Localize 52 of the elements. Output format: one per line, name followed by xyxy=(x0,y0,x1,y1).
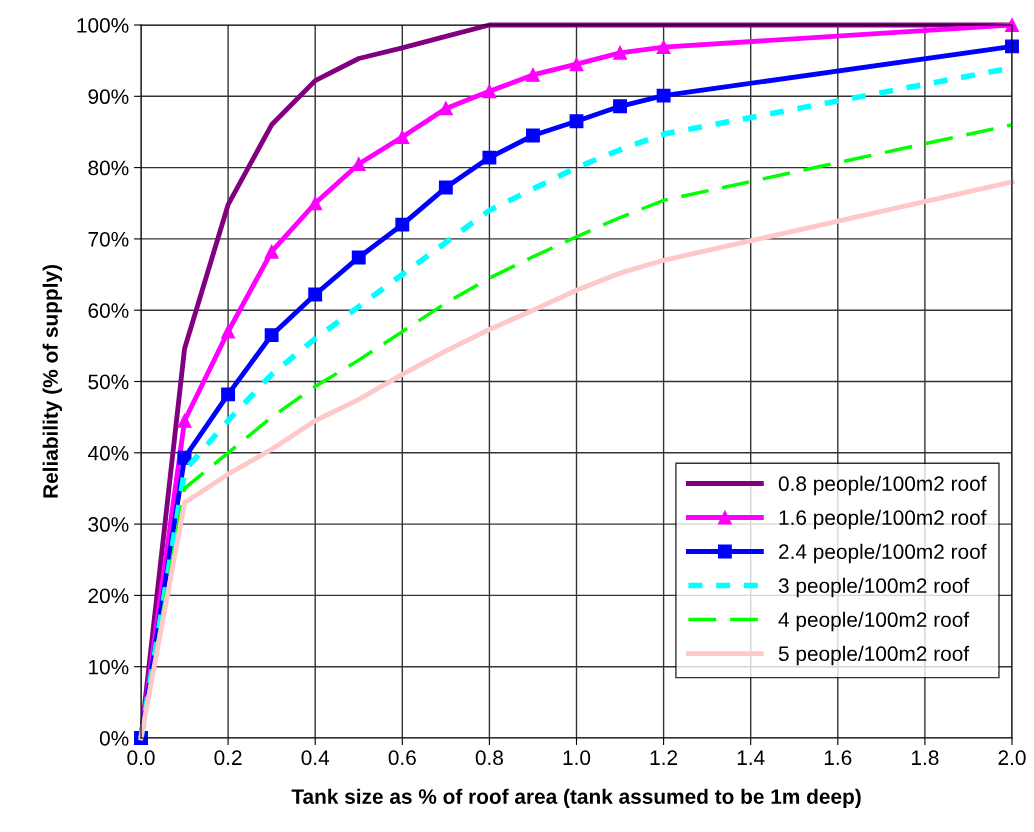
x-tick-label: 1.2 xyxy=(650,750,678,765)
point xyxy=(308,196,323,211)
legend-label: 5 people/100m2 roof xyxy=(778,645,970,666)
legend-label: 0.8 people/100m2 roof xyxy=(778,475,987,496)
legend-label: 4 people/100m2 roof xyxy=(778,611,970,632)
point xyxy=(264,244,279,259)
point xyxy=(177,413,192,428)
x-tick-label: 1.6 xyxy=(824,750,852,766)
point xyxy=(482,150,497,165)
point xyxy=(438,101,453,116)
legend-label: 3 people/100m2 roof xyxy=(778,577,970,598)
point xyxy=(613,45,627,60)
y-tick-label: 0% xyxy=(99,731,129,746)
legend-label: 1.6 people/100m2 roof xyxy=(779,509,987,530)
y-tick-label: 50% xyxy=(88,374,129,390)
point xyxy=(569,114,584,129)
x-tick-label: 1.0 xyxy=(563,750,591,766)
y-tick-label: 60% xyxy=(88,303,129,318)
y-tick-label: 20% xyxy=(88,588,129,604)
point xyxy=(656,88,671,103)
x-tick-label: 0.0 xyxy=(127,750,155,766)
y-tick-label: 40% xyxy=(87,445,129,461)
point xyxy=(526,128,540,143)
point xyxy=(438,180,453,195)
point xyxy=(613,99,627,114)
x-tick-label: 0.4 xyxy=(301,750,330,766)
y-tick-label: 90% xyxy=(88,89,129,105)
y-tick-label: 80% xyxy=(88,160,129,176)
x-tick-label: 0.2 xyxy=(214,750,242,766)
x-tick-label: 1.4 xyxy=(737,750,765,765)
point xyxy=(526,67,540,82)
point xyxy=(395,129,410,144)
point xyxy=(308,287,323,302)
x-tick-label: 2.0 xyxy=(998,750,1026,766)
y-tick-label: 100% xyxy=(77,18,129,33)
point xyxy=(351,250,366,265)
point xyxy=(395,217,410,232)
x-tick-label: 0.8 xyxy=(475,750,503,766)
point xyxy=(482,84,497,99)
point xyxy=(264,328,279,343)
point xyxy=(221,387,236,402)
point xyxy=(569,57,584,72)
x-axis-title: Tank size as % of roof area (tank assumed to be 1m deep) xyxy=(291,788,861,809)
y-axis-title: Reliability (% of supply) xyxy=(42,265,63,498)
y-tick-label: 70% xyxy=(88,231,129,247)
x-tick-label: 1.8 xyxy=(912,750,939,766)
legend-label: 2.4 people/100m2 roof xyxy=(779,543,987,564)
x-tick-label: 0.6 xyxy=(388,750,416,766)
y-tick-label: 10% xyxy=(89,659,129,675)
point xyxy=(656,40,671,55)
point xyxy=(221,324,236,339)
y-tick-label: 30% xyxy=(88,517,129,532)
